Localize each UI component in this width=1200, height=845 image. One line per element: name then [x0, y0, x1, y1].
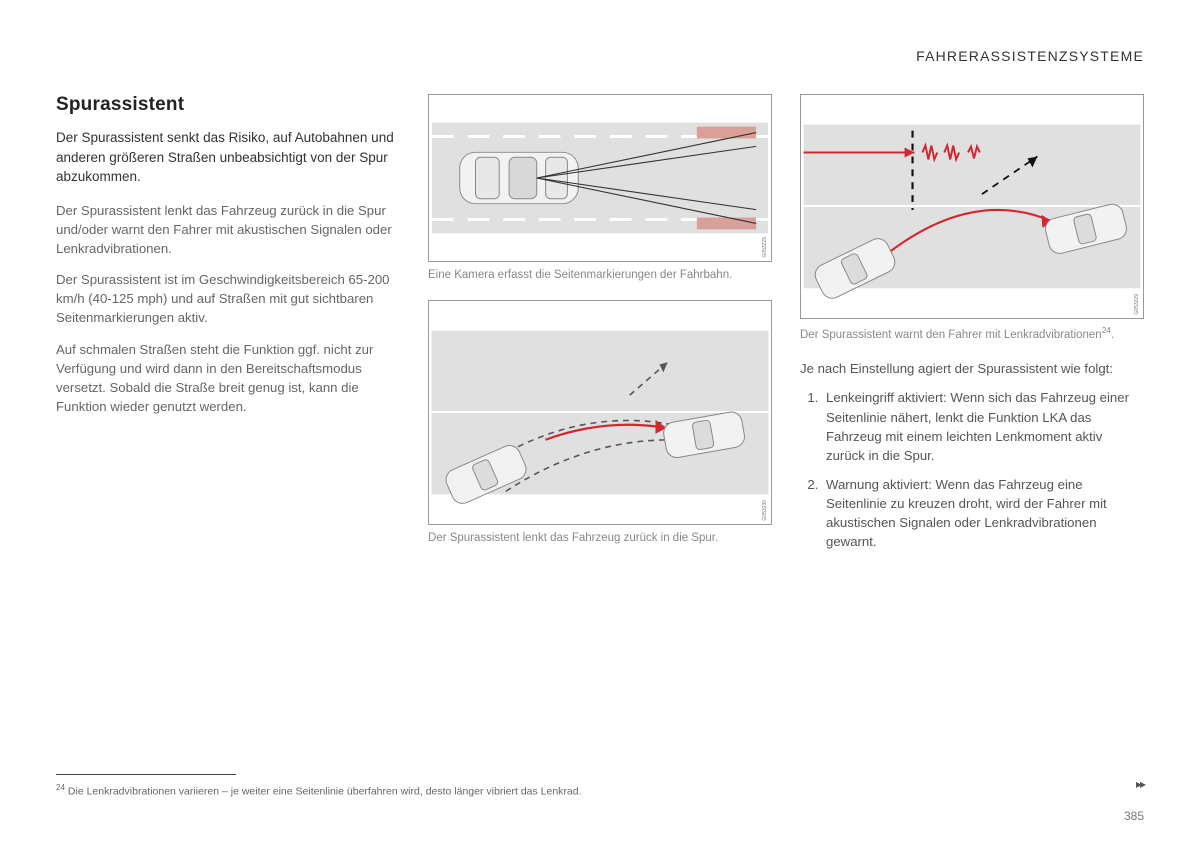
list-item-2: Warnung aktiviert: Wenn das Fahrzeug ein…: [822, 475, 1144, 552]
footnote-text: Die Lenkradvibrationen variieren – je we…: [68, 785, 582, 797]
diagram-camera-lane: [429, 95, 771, 261]
figure-camera-lane: G053225: [428, 94, 772, 262]
page-title: Spurassistent: [56, 94, 400, 116]
settings-list: Lenkeingriff aktiviert: Wenn sich das Fa…: [800, 388, 1144, 551]
footnote: 24Die Lenkradvibrationen variieren – je …: [56, 783, 582, 798]
column-3: G053229 Der Spurassistent warnt den Fahr…: [800, 94, 1144, 562]
lead-paragraph: Der Spurassistent senkt das Risiko, auf …: [56, 128, 400, 187]
column-1: Spurassistent Der Spurassistent senkt da…: [56, 94, 400, 562]
continue-icon: ▸▸: [1136, 777, 1144, 791]
figure-id: G053229: [1134, 294, 1140, 315]
diagram-vibration-warning: [801, 95, 1143, 318]
page-number: 385: [1124, 809, 1144, 823]
figure-camera-caption: Eine Kamera erfasst die Seitenmarkierung…: [428, 268, 772, 284]
body-p2: Der Spurassistent ist im Geschwindigkeit…: [56, 270, 400, 327]
column-2: G053225 Eine Kamera erfasst die Seitenma…: [428, 94, 772, 562]
section-header: FAHRERASSISTENZSYSTEME: [56, 48, 1144, 64]
list-item-1: Lenkeingriff aktiviert: Wenn sich das Fa…: [822, 388, 1144, 465]
figure-vibration-caption: Der Spurassistent warnt den Fahrer mit L…: [800, 325, 1144, 343]
figure-id: G053230: [762, 500, 768, 521]
settings-intro: Je nach Einstellung agiert der Spurassis…: [800, 359, 1144, 378]
content-columns: Spurassistent Der Spurassistent senkt da…: [56, 94, 1144, 562]
figure-steer-back: G053230: [428, 300, 772, 525]
body-p1: Der Spurassistent lenkt das Fahrzeug zur…: [56, 201, 400, 258]
figure-id: G053225: [762, 237, 768, 258]
body-p3: Auf schmalen Straßen steht die Funktion …: [56, 340, 400, 417]
figure-steer-caption: Der Spurassistent lenkt das Fahrzeug zur…: [428, 531, 772, 547]
diagram-steer-back: [429, 301, 771, 524]
footnote-rule: [56, 774, 236, 775]
figure-vibration-warning: G053229: [800, 94, 1144, 319]
footnote-number: 24: [56, 783, 65, 792]
